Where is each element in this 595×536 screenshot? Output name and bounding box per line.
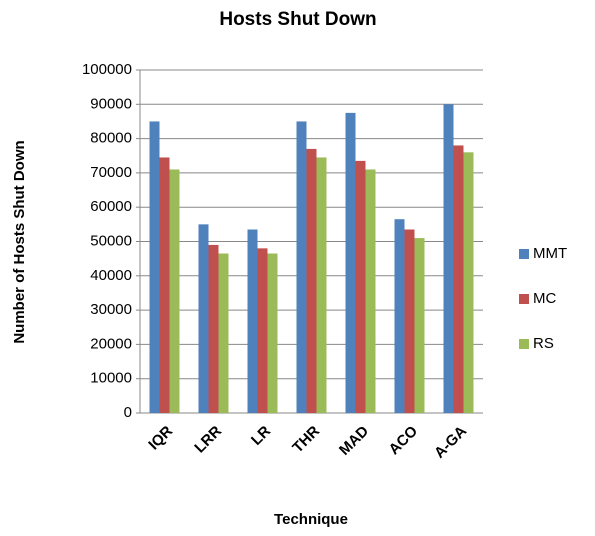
y-tick-label: 60000 <box>90 198 132 215</box>
bar <box>247 229 258 413</box>
x-tick-label: ACO <box>386 422 422 458</box>
bar <box>394 219 405 413</box>
bar <box>149 121 160 413</box>
bar <box>267 253 278 413</box>
bar <box>463 152 474 413</box>
chart-title: Hosts Shut Down <box>219 9 376 30</box>
bar <box>443 104 454 414</box>
x-tick-label: THR <box>289 422 323 456</box>
legend-swatch <box>519 294 529 304</box>
x-tick-label: IQR <box>145 422 176 453</box>
bar <box>159 157 170 413</box>
legend-label: MC <box>533 290 556 307</box>
y-tick-label: 80000 <box>90 130 132 147</box>
y-tick-label: 10000 <box>90 370 132 387</box>
x-tick-label: LRR <box>191 422 225 456</box>
x-tick-label: MAD <box>336 423 372 459</box>
bar <box>316 157 327 413</box>
y-tick-label: 100000 <box>82 61 132 78</box>
legend-label: RS <box>533 335 554 352</box>
legend-swatch <box>519 249 529 259</box>
bar <box>404 229 415 413</box>
y-tick-label: 90000 <box>90 95 132 112</box>
bar <box>169 169 180 413</box>
x-tick-label: LR <box>248 422 274 448</box>
bar <box>198 224 209 413</box>
y-tick-label: 0 <box>124 404 132 421</box>
y-tick-label: 40000 <box>90 267 132 284</box>
bar <box>257 248 268 413</box>
y-tick-label: 30000 <box>90 301 132 318</box>
bar <box>306 148 317 413</box>
x-tick-label: A-GA <box>431 422 470 461</box>
y-tick-label: 50000 <box>90 232 132 249</box>
bar <box>355 160 366 413</box>
legend-label: MMT <box>533 245 567 262</box>
y-axis-title: Number of Hosts Shut Down <box>11 140 28 343</box>
bar <box>218 253 229 413</box>
y-tick-label: 20000 <box>90 335 132 352</box>
bar <box>208 244 219 413</box>
bar <box>345 112 356 413</box>
y-tick-label: 70000 <box>90 164 132 181</box>
bar <box>453 145 464 413</box>
bar <box>296 121 307 413</box>
bar <box>414 238 425 413</box>
x-axis-title: Technique <box>274 511 348 528</box>
bar <box>365 169 376 413</box>
legend-swatch <box>519 339 529 349</box>
